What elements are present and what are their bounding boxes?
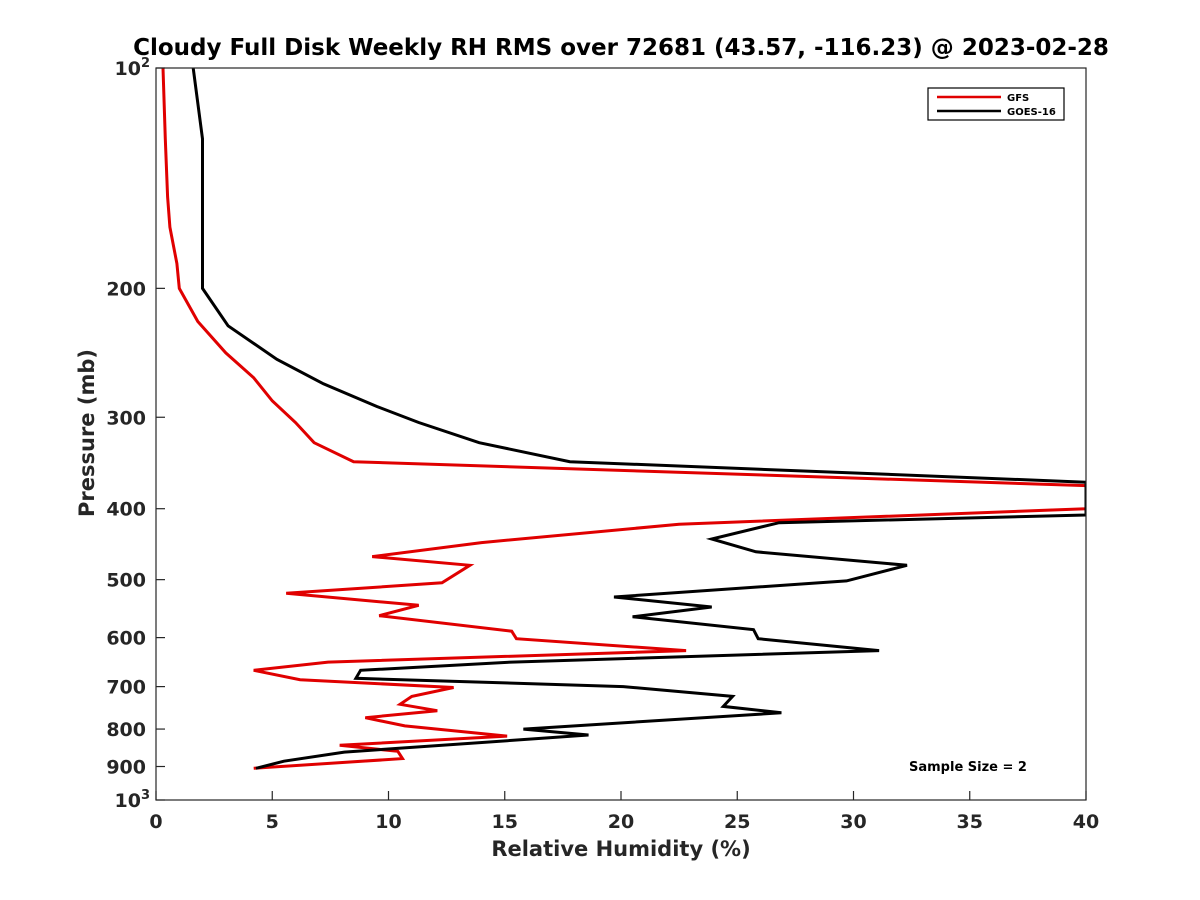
y-tick-label: 800 [106,719,146,741]
y-tick-label: 103 [115,788,151,812]
series-layer [161,68,1086,770]
x-tick-label: 5 [266,811,279,833]
legend: GFS GOES-16 [927,87,1065,121]
chart-title: Cloudy Full Disk Weekly RH RMS over 7268… [133,35,1109,61]
x-axis: 0 5 10 15 20 25 30 35 40 [149,791,1099,833]
plot-frame [155,67,1087,801]
y-tick-label: 600 [106,628,146,650]
y-tick-label: 200 [106,278,146,300]
legend-box [927,87,1065,121]
series-line-goes16 [191,68,1086,770]
y-tick-label: 500 [106,570,146,592]
y-tick-label: 900 [106,757,146,779]
x-tick-label: 20 [608,811,634,833]
y-axis-label: Pressure (mb) [75,349,99,517]
y-tick-label: 700 [106,677,146,699]
plot-area [155,67,1087,801]
x-tick-label: 15 [492,811,518,833]
legend-label-gfs: GFS [1007,93,1029,104]
y-tick-label: 102 [115,56,151,80]
y-axis: 102 200 300 400 500 600 700 800 900 103 [106,56,165,812]
sample-size-annotation: Sample Size = 2 [909,760,1027,775]
x-axis-label: Relative Humidity (%) [491,837,750,861]
y-tick-label: 300 [106,407,146,429]
x-tick-label: 10 [375,811,401,833]
series-line-gfs [161,68,1086,770]
x-tick-label: 25 [724,811,750,833]
x-tick-label: 30 [840,811,866,833]
x-tick-label: 35 [957,811,983,833]
legend-label-goes16: GOES-16 [1007,107,1056,118]
x-tick-label: 0 [149,811,162,833]
y-tick-label: 400 [106,499,146,521]
x-tick-label: 40 [1073,811,1099,833]
